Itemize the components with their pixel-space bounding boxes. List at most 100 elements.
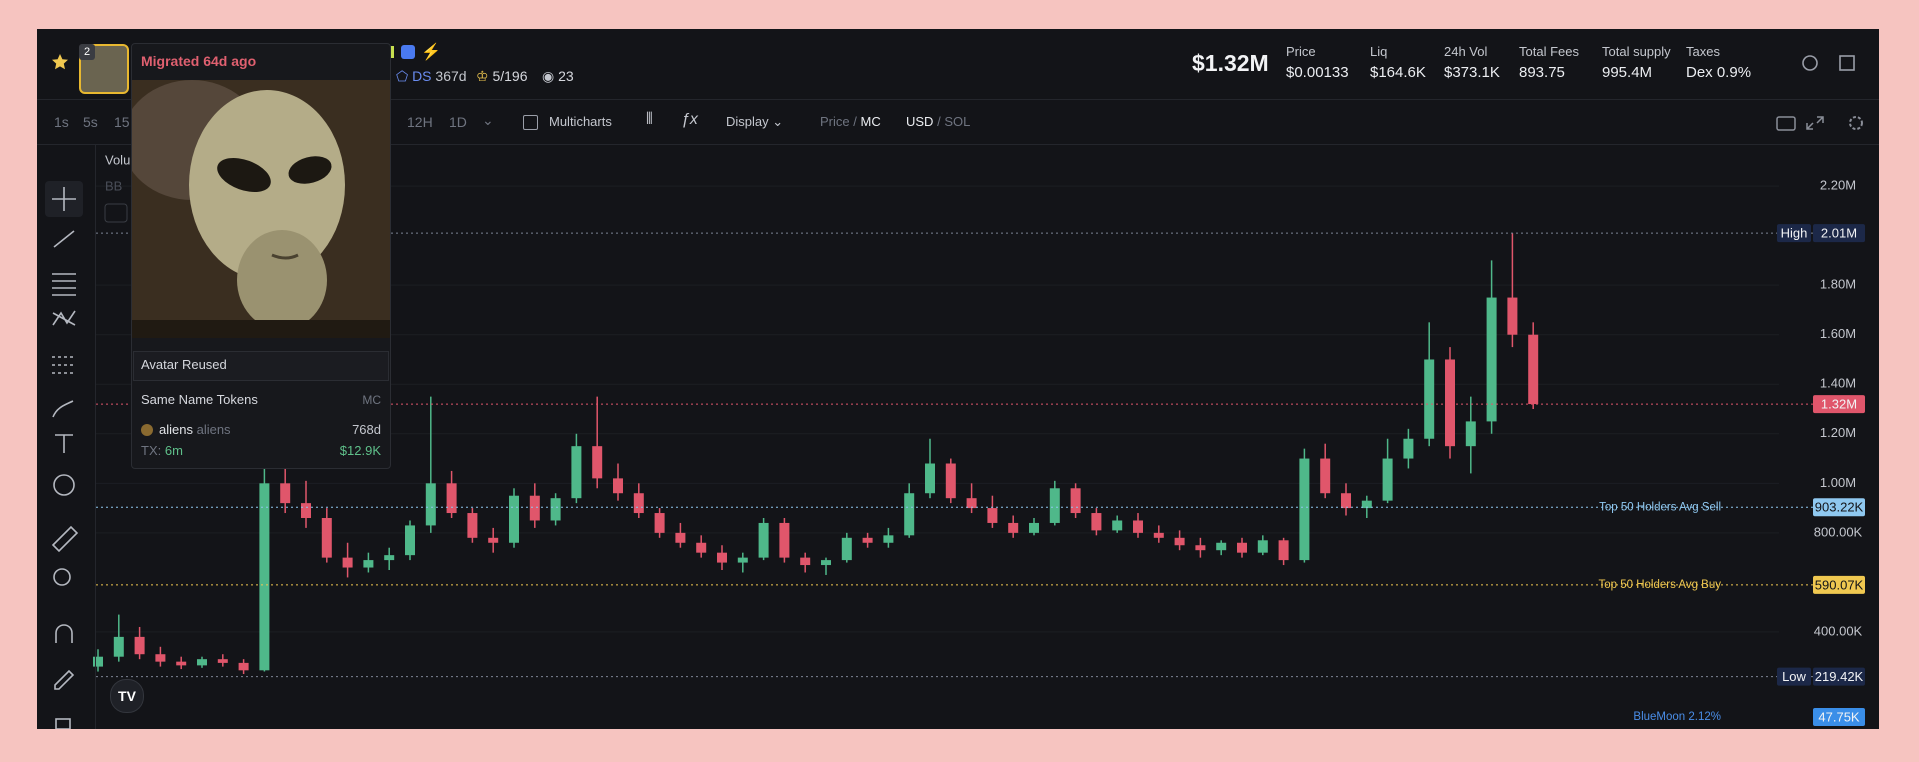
app-panel: 400.00K 800.00K 1.00M 1.20M 1.40M 1.60M 1.80M 2… <box>37 29 1879 729</box>
projection-tool[interactable] <box>52 356 76 374</box>
display-menu[interactable]: Display ⌄ <box>726 114 784 129</box>
layout-icon[interactable] <box>1839 55 1855 71</box>
sol-option: SOL <box>944 114 971 129</box>
line-tool[interactable] <box>53 230 75 248</box>
tradingview-logo[interactable]: TV <box>110 679 144 713</box>
text-tool[interactable] <box>55 434 73 453</box>
candle-body <box>966 498 977 509</box>
collapse-button[interactable] <box>104 203 128 223</box>
candle-body <box>113 636 124 657</box>
token-avatar[interactable] <box>79 44 129 94</box>
candle-body <box>1237 542 1247 553</box>
marker-value-box <box>1813 667 1865 686</box>
candle-body <box>529 495 540 521</box>
timeframe[interactable]: 5s <box>83 114 98 130</box>
candle-body <box>904 493 915 536</box>
indicator-icon[interactable]: ⫴ <box>646 111 653 128</box>
fib-tool[interactable] <box>52 273 76 296</box>
candle-body <box>238 662 249 671</box>
price-mc-toggle[interactable]: Price / MC <box>820 114 881 129</box>
timeframe[interactable]: 1s <box>54 114 69 130</box>
token-row[interactable]: aliens aliens <box>159 422 231 437</box>
stat-value: $164.6K <box>1370 64 1426 81</box>
badge-count-value: 2 <box>83 46 91 58</box>
marker-name-box <box>1777 224 1811 243</box>
y-tick-label: 800.00K <box>1814 524 1863 539</box>
age: 367d <box>435 68 467 84</box>
candle-body <box>405 525 415 556</box>
badge-count: 2 <box>79 44 95 60</box>
candle-body <box>821 560 831 566</box>
screenshot-icon[interactable] <box>1776 116 1796 131</box>
candle-body <box>176 661 187 666</box>
token-popup: Migrated 64d ago Avatar Reused Same Name… <box>131 43 391 469</box>
candle-body <box>1153 532 1164 538</box>
display-label: Display <box>726 114 769 129</box>
multicharts-checkbox[interactable] <box>523 115 538 130</box>
favorite-star[interactable] <box>51 53 69 71</box>
stat-value: $0.00133 <box>1286 64 1349 81</box>
candle-body <box>280 483 291 504</box>
candle-body <box>1403 438 1414 459</box>
volume-marker-value: 47.75K <box>1818 709 1860 724</box>
same-name-title: Same Name Tokens <box>141 392 258 407</box>
candle-body <box>1528 334 1539 405</box>
pattern-tool[interactable] <box>52 310 76 326</box>
marker-value: 903.22K <box>1815 500 1864 515</box>
candle-body <box>862 537 873 543</box>
candle-body <box>217 659 228 663</box>
timeframe[interactable]: 1D <box>449 114 467 130</box>
avatar-note-box <box>133 351 389 381</box>
draw-lock-tool[interactable] <box>54 669 75 690</box>
stat-label: Taxes <box>1686 44 1720 59</box>
timeframe-chevron[interactable]: ⌄ <box>482 112 494 128</box>
candle-body <box>613 478 623 494</box>
holders-value: 5/196 <box>492 68 528 84</box>
candle-body <box>1341 493 1351 509</box>
ruler-tool[interactable] <box>51 525 79 553</box>
lock-tool[interactable] <box>55 718 71 729</box>
crosshair-tool[interactable] <box>52 187 76 211</box>
views: ◉ 23 <box>542 68 574 84</box>
token-mc: $12.9K <box>339 443 381 458</box>
fx-icon[interactable]: ƒx <box>681 111 698 128</box>
fullscreen-icon[interactable] <box>1806 116 1824 130</box>
magnet-tool[interactable] <box>55 624 73 643</box>
candle-body <box>1216 542 1227 551</box>
currency-toggle[interactable]: USD / SOL <box>906 114 970 129</box>
y-tick-label: 1.60M <box>1820 326 1856 341</box>
marker-name: Top 50 Holders Avg Buy <box>1598 579 1721 591</box>
multicharts-label[interactable]: Multicharts <box>549 114 612 129</box>
stat-label: Price <box>1286 44 1316 59</box>
brush-tool[interactable] <box>52 400 74 418</box>
stat-value: Dex 0.9% <box>1686 64 1752 81</box>
candle-body <box>717 552 727 563</box>
candle-body <box>1424 359 1435 439</box>
indicator-label: Volu <box>105 152 130 167</box>
candle-body <box>925 463 935 494</box>
alarm-icon[interactable] <box>1802 55 1818 71</box>
candle-body <box>592 446 603 479</box>
volume-marker-name: BlueMoon 2.12% <box>1633 711 1721 723</box>
candle-body <box>654 513 665 533</box>
stat-label: 24h Vol <box>1444 44 1488 59</box>
y-tick-label: 1.20M <box>1820 425 1856 440</box>
token-age: 768d <box>352 422 381 437</box>
candle-body <box>1361 500 1372 509</box>
candle-body <box>321 517 332 558</box>
candle-body <box>841 537 852 561</box>
timeframe[interactable]: 15 <box>114 114 130 130</box>
tx-value: 6m <box>164 443 183 458</box>
mc-header: MC <box>362 393 381 407</box>
candle-body <box>550 498 561 521</box>
zoom-tool[interactable] <box>53 568 71 586</box>
emoji-tool[interactable] <box>53 474 75 496</box>
ds-link[interactable]: ⬠ DS 367d <box>396 68 467 84</box>
settings-icon[interactable] <box>1849 116 1863 130</box>
timeframe[interactable]: 12H <box>407 114 433 130</box>
candle-body <box>987 508 998 523</box>
token-name: aliens <box>159 422 193 437</box>
header-icons <box>1802 55 1855 71</box>
market-cap: $1.32M <box>1192 50 1269 76</box>
stat-label: Liq <box>1370 44 1388 59</box>
